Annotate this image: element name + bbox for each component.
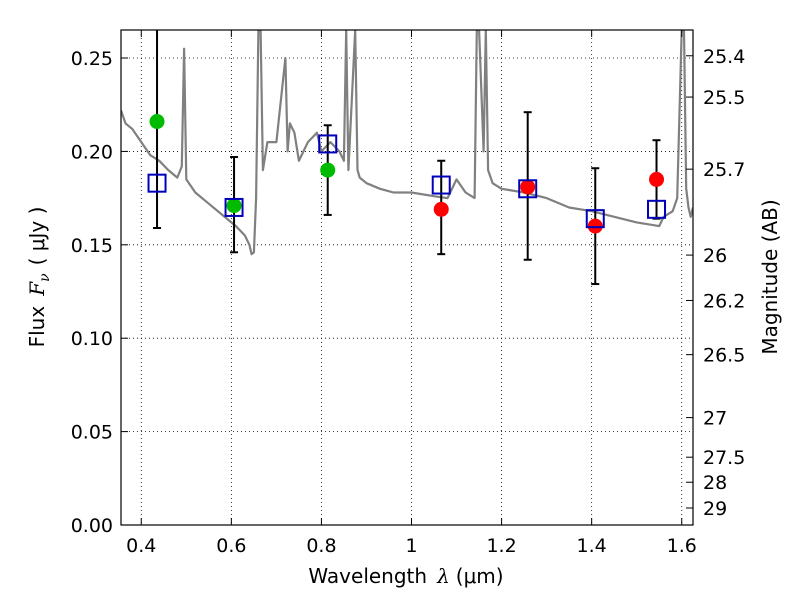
y-axis-unit: ( μJy ) xyxy=(25,207,49,266)
data-point-circle xyxy=(226,198,242,214)
y2-tick-label: 25.4 xyxy=(703,46,745,68)
data-point-circle xyxy=(649,171,665,187)
data-point-circle xyxy=(433,201,449,217)
y2-tick-label: 28 xyxy=(703,472,727,494)
y-axis-title: Flux Fν ( μJy ) xyxy=(25,207,53,348)
model-spectrum-line xyxy=(121,30,693,256)
x-tick-label: 0.4 xyxy=(126,535,156,557)
data-point-circle xyxy=(520,179,536,195)
y-tick-label: 0.20 xyxy=(71,141,113,163)
y2-tick-label: 25.5 xyxy=(703,87,745,109)
x-tick-label: 1.4 xyxy=(577,535,607,557)
x-tick-label: 0.8 xyxy=(306,535,336,557)
y-tick-label: 0.15 xyxy=(71,235,113,257)
y2-tick-label: 26 xyxy=(703,245,727,267)
data-layer xyxy=(121,30,693,286)
y-axis-symbol: F xyxy=(25,281,49,297)
plot-background xyxy=(121,30,693,525)
data-point-square xyxy=(585,209,605,229)
y2-tick-label: 29 xyxy=(703,498,727,520)
y2-tick-label: 27.5 xyxy=(703,447,745,469)
data-point-square xyxy=(431,175,451,195)
x-tick-label: 1 xyxy=(405,535,417,557)
data-point-square xyxy=(147,173,167,193)
y2-axis-title: Magnitude (AB) xyxy=(758,199,782,354)
x-tick-label: 0.6 xyxy=(216,535,246,557)
plot-frame xyxy=(120,29,694,526)
data-point-circle xyxy=(587,218,603,234)
data-point-square xyxy=(224,197,244,217)
x-axis-label: Wavelength xyxy=(308,564,427,588)
x-tick-label: 1.2 xyxy=(486,535,516,557)
data-point-circle xyxy=(320,162,336,178)
y2-tick-label: 26.5 xyxy=(703,345,745,367)
y-tick-label: 0.25 xyxy=(71,48,113,70)
y2-tick-label: 26.2 xyxy=(703,290,745,312)
y2-tick-label: 27 xyxy=(703,408,727,430)
data-point-square xyxy=(518,179,538,199)
axis-ticks: 0.4 0.6 0.8 1 1.2 1.4 1.6 0.00 0.05 0.10 0.15 0.20 0… xyxy=(71,30,745,557)
data-point-square xyxy=(647,199,667,219)
data-point-square xyxy=(318,134,338,154)
y-axis-subscript: ν xyxy=(37,273,53,282)
data-point-circle xyxy=(149,114,165,130)
y-tick-label: 0.00 xyxy=(71,515,113,537)
y-tick-label: 0.05 xyxy=(71,422,113,444)
y-axis-label: Flux xyxy=(25,306,49,348)
x-tick-label: 1.6 xyxy=(667,535,697,557)
x-axis-symbol: λ xyxy=(436,564,450,588)
x-axis-title: Wavelength λ (μm) xyxy=(308,564,503,588)
y2-tick-label: 25.7 xyxy=(703,159,745,181)
x-axis-unit: (μm) xyxy=(456,564,504,588)
y-tick-label: 0.10 xyxy=(71,328,113,350)
